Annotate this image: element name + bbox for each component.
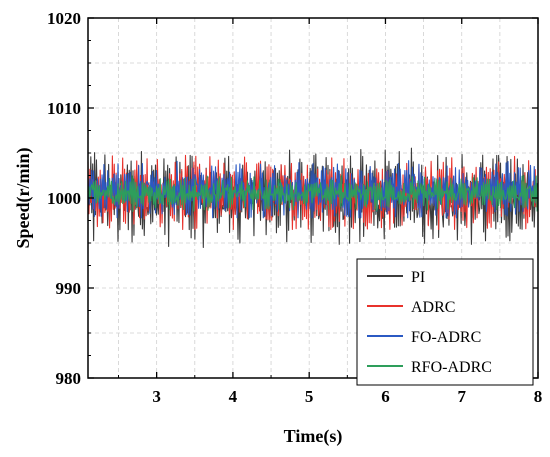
x-tick-label: 6 <box>381 387 390 406</box>
x-tick-label: 8 <box>534 387 543 406</box>
legend-box <box>356 258 534 386</box>
y-tick-label: 990 <box>56 279 82 298</box>
legend: PI ADRC FO-ADRC RFO-ADRC <box>356 258 534 386</box>
y-tick-label: 1020 <box>47 9 81 28</box>
series-line-rfo-adrc <box>87 174 539 213</box>
x-tick-label: 7 <box>457 387 466 406</box>
x-tick-label: 5 <box>305 387 314 406</box>
y-tick-label: 980 <box>56 369 82 388</box>
x-tick-label: 3 <box>152 387 161 406</box>
y-axis-title: Speed(r/min) <box>13 147 34 248</box>
y-tick-label: 1010 <box>47 99 81 118</box>
y-tick-label: 1000 <box>47 189 81 208</box>
x-axis-title: Time(s) <box>284 426 343 447</box>
legend-label-rfo-adrc: RFO-ADRC <box>411 359 492 376</box>
x-tick-label: 4 <box>229 387 238 406</box>
series-line-fo-adrc <box>87 160 539 219</box>
series-lines <box>87 147 539 249</box>
legend-label-pi: PI <box>411 269 425 286</box>
axis-ticks: 980 990 1000 1010 1020 3 4 5 6 7 8 <box>47 9 542 406</box>
legend-label-adrc: ADRC <box>411 299 455 316</box>
legend-label-fo-adrc: FO-ADRC <box>411 329 481 346</box>
